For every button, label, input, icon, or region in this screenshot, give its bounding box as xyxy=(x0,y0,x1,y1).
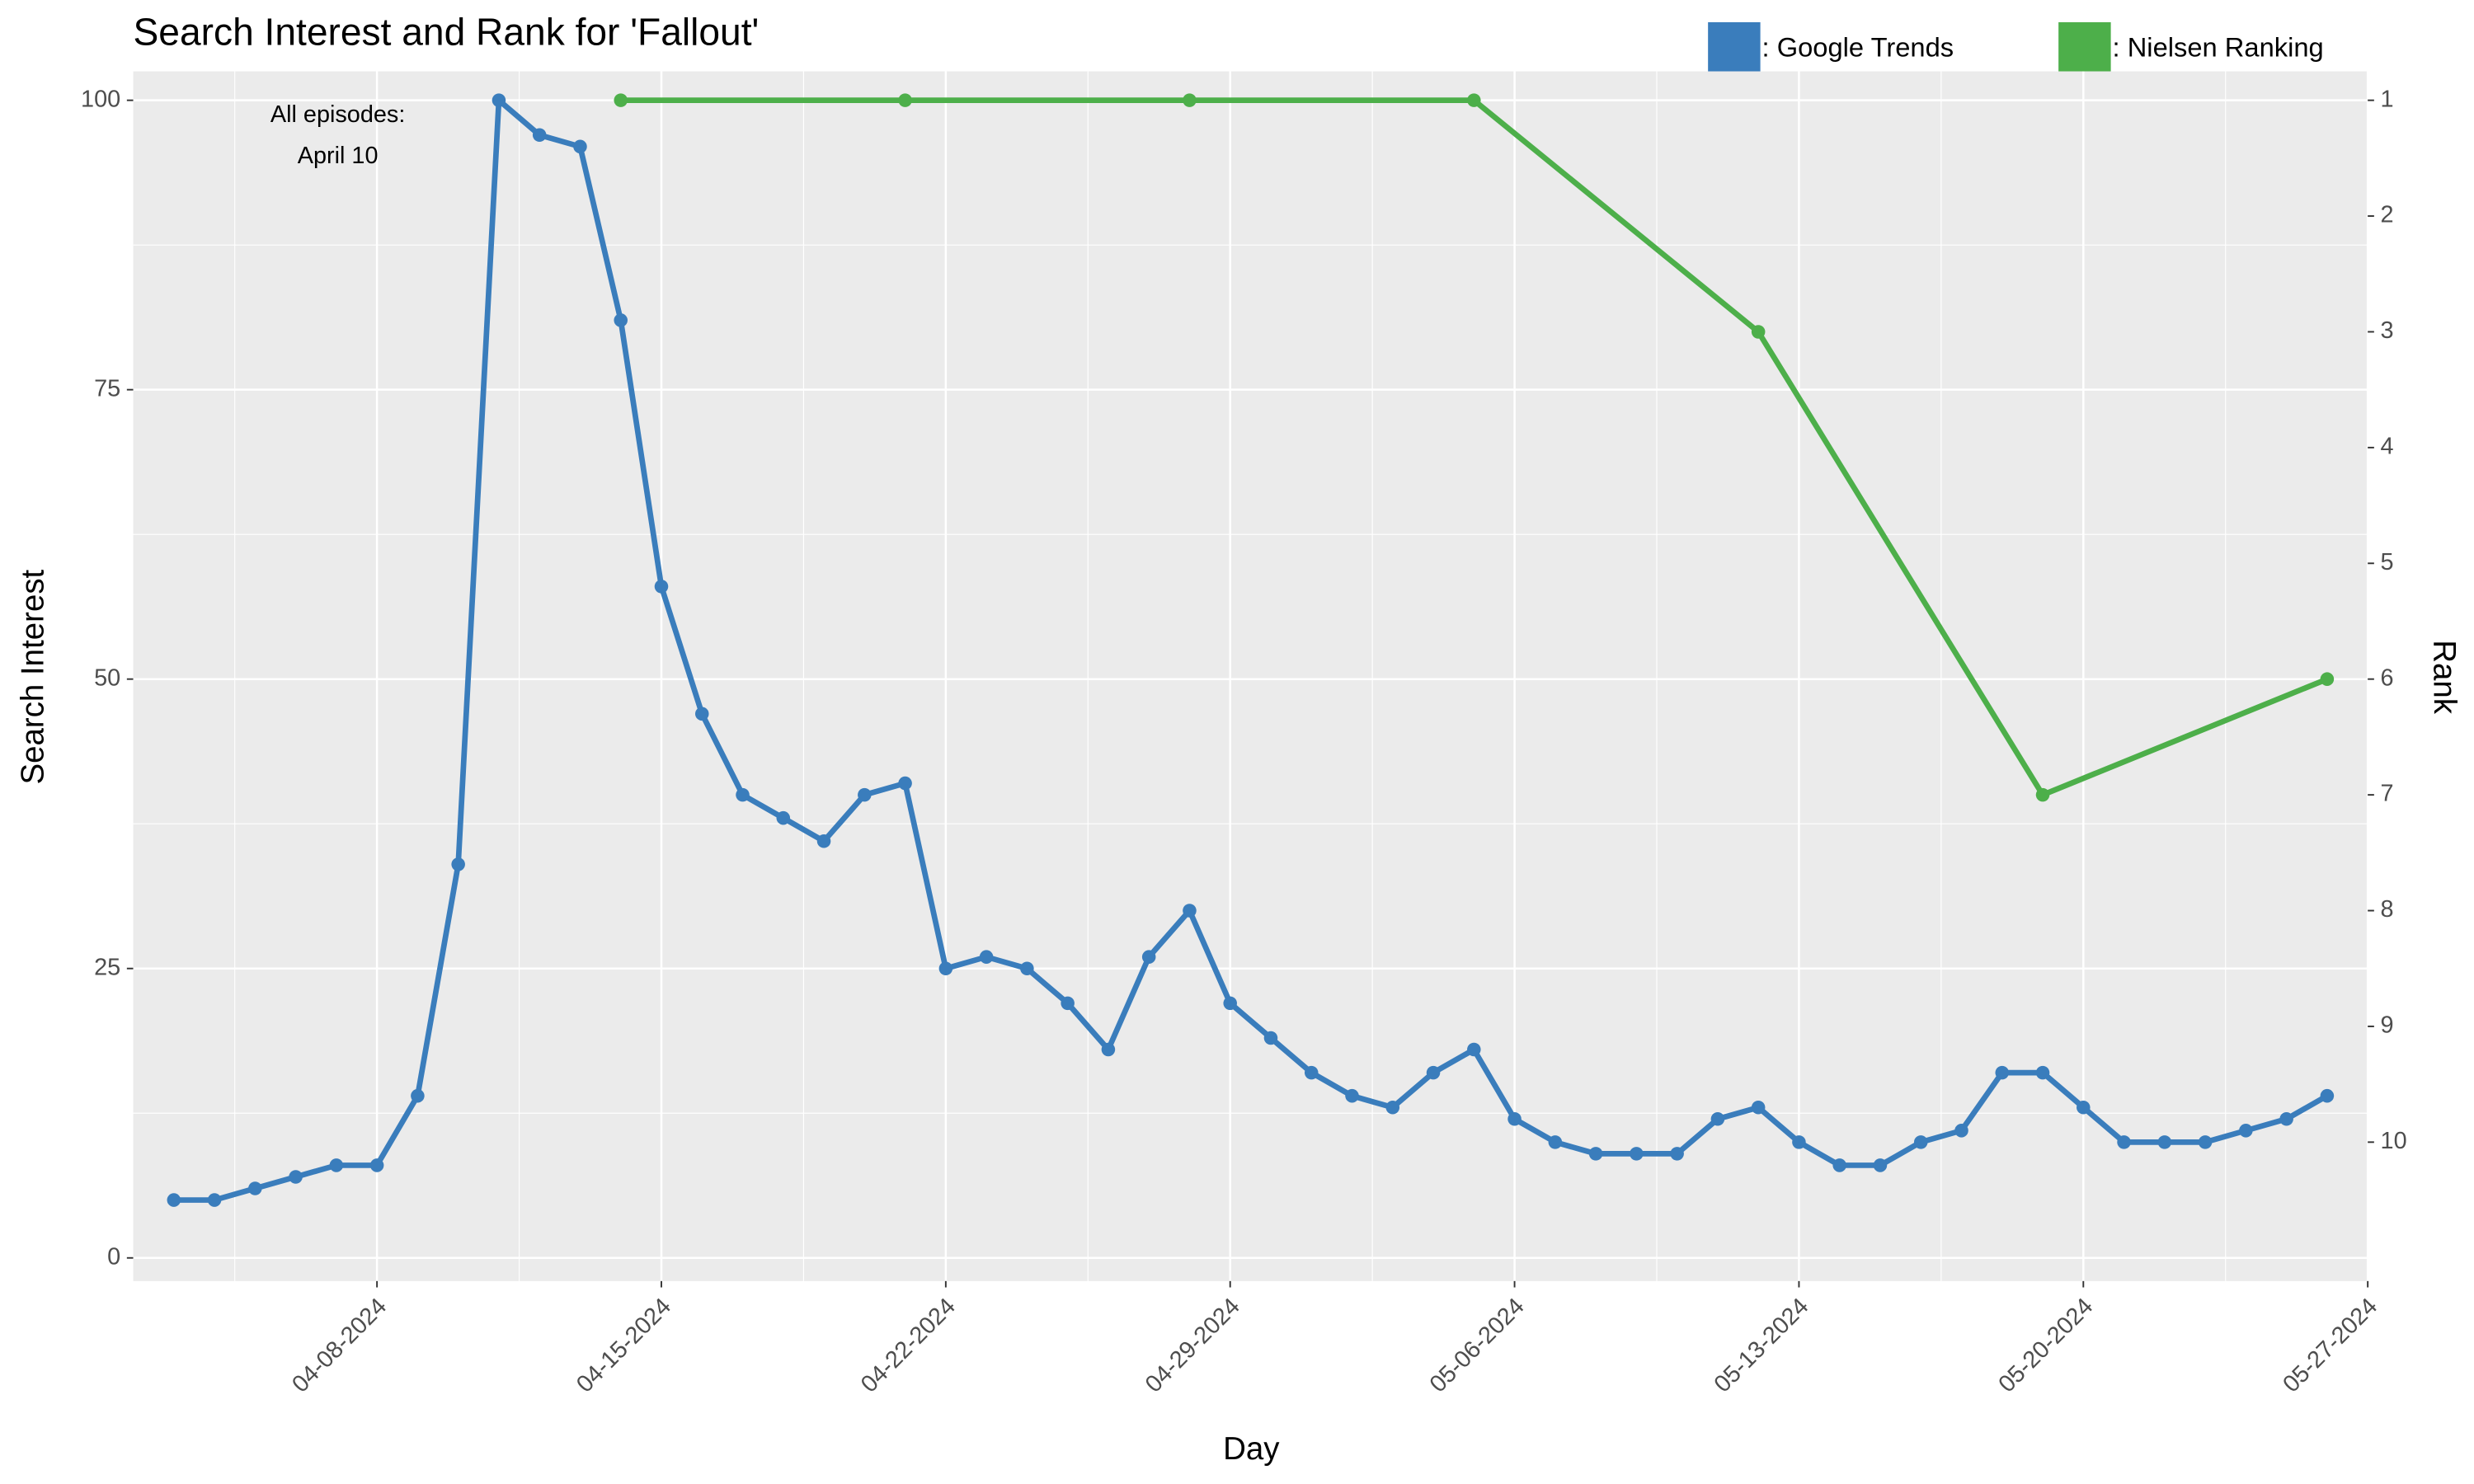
data-point xyxy=(2279,1111,2293,1126)
data-point xyxy=(776,810,791,825)
y2-tick-label: 8 xyxy=(2381,896,2394,923)
data-point xyxy=(573,139,587,154)
data-point xyxy=(1873,1158,1888,1172)
marks xyxy=(167,93,2335,1207)
data-point xyxy=(2320,672,2335,686)
y-tick-label: 75 xyxy=(94,375,120,402)
y2-tick-label: 5 xyxy=(2381,549,2394,575)
chart-title: Search Interest and Rank for 'Fallout' xyxy=(134,10,760,53)
data-point xyxy=(1751,325,1766,339)
data-point xyxy=(1548,1135,1563,1149)
data-point xyxy=(1630,1147,1644,1161)
data-point xyxy=(1426,1065,1441,1080)
data-point xyxy=(1304,1065,1319,1080)
data-point xyxy=(1467,1042,1481,1057)
data-point xyxy=(492,93,506,107)
y2-tick-label: 3 xyxy=(2381,317,2394,344)
data-point xyxy=(207,1193,222,1207)
data-point xyxy=(1792,1135,1806,1149)
y2-tick-label: 9 xyxy=(2381,1012,2394,1039)
data-point xyxy=(1223,996,1237,1011)
data-point xyxy=(979,950,994,964)
legend-label: : Nielsen Ranking xyxy=(2113,31,2324,62)
data-point xyxy=(1263,1031,1278,1045)
data-point xyxy=(411,1088,425,1103)
data-point xyxy=(2198,1135,2213,1149)
data-point xyxy=(1954,1124,1968,1138)
x-tick-label: 04-22-2024 xyxy=(856,1293,961,1397)
data-point xyxy=(289,1170,303,1184)
data-point xyxy=(1507,1111,1522,1126)
y-axis-label: Search Interest xyxy=(15,569,50,784)
data-point xyxy=(938,961,953,976)
data-point xyxy=(1345,1088,1359,1103)
annotation: All episodes: xyxy=(270,101,405,128)
data-point xyxy=(2035,1065,2050,1080)
data-point xyxy=(248,1181,262,1195)
annotation: April 10 xyxy=(298,143,379,169)
y2-tick-label: 10 xyxy=(2381,1128,2407,1154)
data-point xyxy=(1588,1147,1603,1161)
x-tick-label: 05-13-2024 xyxy=(1710,1293,1814,1397)
x-tick-label: 05-06-2024 xyxy=(1425,1293,1530,1397)
data-point xyxy=(369,1158,384,1172)
data-point xyxy=(694,707,709,721)
data-point xyxy=(614,313,628,327)
data-point xyxy=(898,776,912,791)
data-point xyxy=(1832,1158,1846,1172)
data-point xyxy=(2239,1124,2253,1138)
y2-axis-label: Rank xyxy=(2426,640,2462,715)
x-axis-label: Day xyxy=(1223,1431,1280,1467)
data-point xyxy=(1670,1147,1684,1161)
y-tick-label: 100 xyxy=(81,86,120,112)
x-tick-label: 04-29-2024 xyxy=(1141,1293,1245,1397)
y-tick-label: 0 xyxy=(107,1243,120,1270)
data-point xyxy=(1141,950,1156,964)
data-point xyxy=(654,580,669,594)
data-point xyxy=(1467,93,1481,107)
data-point xyxy=(858,787,872,802)
x-tick-label: 05-27-2024 xyxy=(2278,1293,2382,1397)
data-point xyxy=(736,787,750,802)
x-tick-label: 04-15-2024 xyxy=(571,1293,676,1397)
series-line xyxy=(173,97,2329,1203)
y-tick-label: 50 xyxy=(94,665,120,691)
data-point xyxy=(898,93,912,107)
y2-tick-label: 2 xyxy=(2381,202,2394,228)
y2-tick-label: 7 xyxy=(2381,781,2394,807)
data-point xyxy=(2320,1088,2335,1103)
x-tick-label: 05-20-2024 xyxy=(1993,1293,2098,1397)
y2-tick-label: 4 xyxy=(2381,434,2394,460)
data-point xyxy=(2077,1100,2091,1115)
data-point xyxy=(2157,1135,2172,1149)
y2-tick-label: 1 xyxy=(2381,86,2394,112)
data-point xyxy=(1385,1100,1400,1115)
data-point xyxy=(1710,1111,1725,1126)
data-point xyxy=(1183,93,1197,107)
data-point xyxy=(329,1158,344,1172)
data-point xyxy=(1020,961,1034,976)
legend-swatch xyxy=(2058,21,2111,72)
data-point xyxy=(1751,1100,1766,1115)
data-point xyxy=(1101,1042,1116,1057)
data-point xyxy=(1061,996,1075,1011)
y2-tick-label: 6 xyxy=(2381,665,2394,691)
data-point xyxy=(532,128,547,143)
legend-label: : Google Trends xyxy=(1762,31,1954,62)
data-point xyxy=(451,857,465,871)
data-point xyxy=(2035,787,2050,802)
y-tick-label: 25 xyxy=(94,954,120,980)
data-point xyxy=(1183,904,1197,918)
data-point xyxy=(167,1193,181,1207)
data-point xyxy=(614,93,628,107)
data-point xyxy=(816,834,831,848)
data-point xyxy=(2117,1135,2131,1149)
legend-swatch xyxy=(1708,21,1761,72)
x-tick-label: 04-08-2024 xyxy=(287,1293,392,1397)
data-point xyxy=(1913,1135,1928,1149)
data-point xyxy=(1995,1065,2010,1080)
